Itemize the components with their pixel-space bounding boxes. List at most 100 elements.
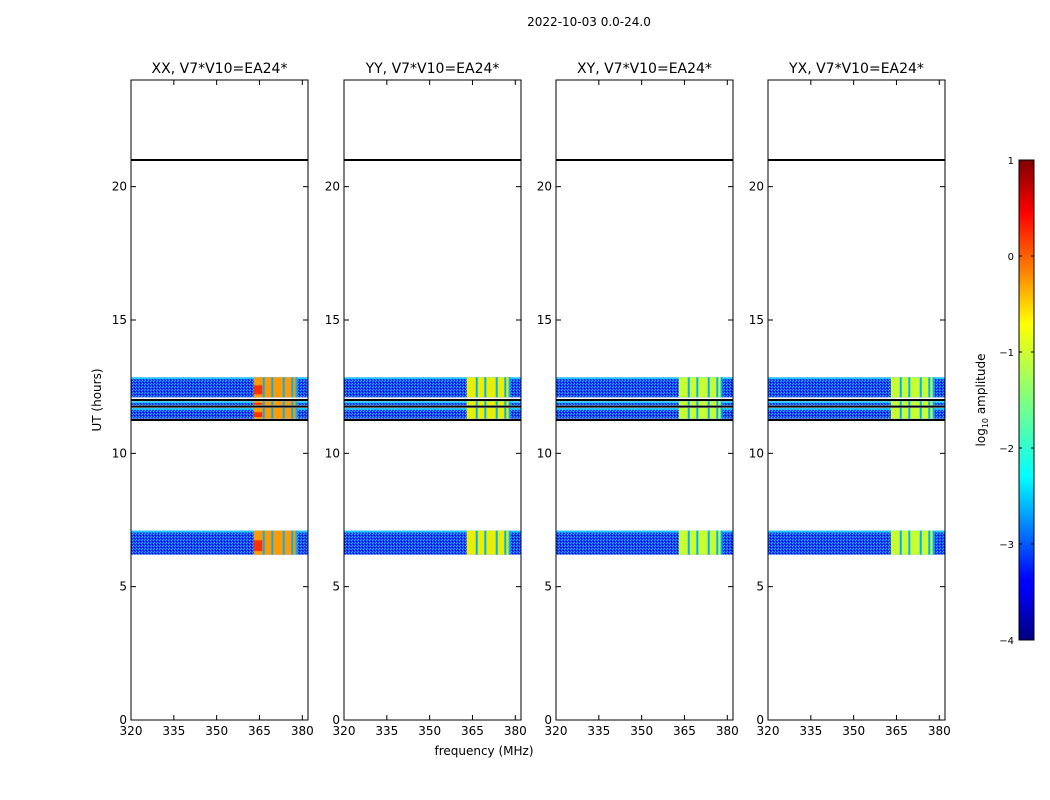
x-tick-label: 350 (630, 724, 653, 738)
band-edge (131, 401, 308, 404)
y-tick-label: 5 (119, 580, 127, 594)
x-tick-label: 320 (333, 724, 356, 738)
band-edge (344, 377, 521, 380)
rfi-hotspot (253, 402, 263, 405)
rfi-region (678, 408, 722, 419)
rfi-region (678, 530, 722, 555)
y-tick-label: 15 (325, 313, 340, 327)
observation-band (768, 408, 945, 419)
y-tick-label: 5 (544, 580, 552, 594)
y-tick-label: 10 (112, 446, 127, 460)
panel-frame (343, 79, 522, 721)
rfi-channel-line (484, 377, 487, 398)
rfi-channel-line (696, 401, 699, 406)
y-tick-label: 20 (537, 180, 552, 194)
rfi-channel-line (271, 408, 274, 419)
y-tick-label: 10 (537, 446, 552, 460)
observation-band (344, 408, 521, 419)
y-tick-label: 10 (749, 446, 764, 460)
x-tick-label: 350 (205, 724, 228, 738)
panel-title: XY, V7*V10=EA24* (577, 61, 712, 77)
x-tick-label: 365 (885, 724, 908, 738)
rfi-channel-line (495, 530, 498, 555)
rfi-channel-line (291, 408, 294, 419)
rfi-channel-line (271, 530, 274, 555)
colorbar-tick-label: −2 (999, 444, 1014, 455)
rfi-channel-line (495, 401, 498, 406)
rfi-channel-line (262, 377, 265, 398)
rfi-region (466, 408, 510, 419)
x-tick-label: 365 (673, 724, 696, 738)
y-tick-label: 5 (332, 580, 340, 594)
x-tick-label: 335 (587, 724, 610, 738)
colorbar-label: log10 amplitude (974, 354, 990, 447)
y-tick-label: 20 (749, 180, 764, 194)
rfi-channel-line (295, 408, 298, 419)
rfi-channel-line (928, 377, 931, 398)
panel-1: YY, V7*V10=EA24* 0 5 10 15 20 320 335 350 365 380 (325, 61, 527, 738)
rfi-channel-line (928, 530, 931, 555)
rfi-channel-line (687, 377, 690, 398)
y-tick-label: 0 (332, 713, 340, 727)
rfi-channel-line (707, 401, 710, 406)
rfi-channel-line (262, 530, 265, 555)
rfi-channel-line (262, 408, 265, 419)
rfi-channel-line (508, 377, 511, 398)
x-axis-label: frequency (MHz) (434, 744, 533, 758)
x-tick-label: 350 (418, 724, 441, 738)
panel-title: YX, V7*V10=EA24* (788, 61, 924, 77)
rfi-channel-line (908, 401, 911, 406)
band-edge (556, 530, 733, 533)
rfi-region (253, 401, 297, 406)
rfi-channel-line (932, 401, 935, 406)
x-tick-label: 335 (162, 724, 185, 738)
colorbar-tick-label: 1 (1008, 156, 1014, 167)
rfi-channel-line (696, 377, 699, 398)
colorbar-tick-label: 0 (1008, 252, 1014, 263)
panel-frame (767, 79, 946, 721)
colorbar-gradient (1018, 159, 1035, 641)
band-edge (344, 401, 521, 404)
rfi-hotspot (253, 412, 263, 418)
rfi-channel-line (508, 530, 511, 555)
panel-title: XX, V7*V10=EA24* (152, 61, 288, 77)
rfi-channel-line (291, 401, 294, 406)
rfi-channel-line (716, 401, 719, 406)
band-edge (556, 408, 733, 410)
x-tick-label: 350 (842, 724, 865, 738)
x-tick-label: 380 (716, 724, 739, 738)
x-tick-label: 365 (248, 724, 271, 738)
x-tick-label: 365 (461, 724, 484, 738)
rfi-channel-line (908, 377, 911, 398)
rfi-channel-line (484, 530, 487, 555)
rfi-channel-line (495, 377, 498, 398)
rfi-channel-line (504, 408, 507, 419)
panel-3: YX, V7*V10=EA24* 0 5 10 15 20 320 335 350 365 380 (749, 61, 951, 738)
y-tick-label: 10 (325, 446, 340, 460)
panels: XX, V7*V10=EA24* 0 5 10 15 20 320 335 350 365 380 Y… (112, 61, 951, 738)
rfi-region (890, 408, 934, 419)
rfi-channel-line (707, 530, 710, 555)
rfi-channel-line (716, 530, 719, 555)
rfi-region (678, 401, 722, 406)
rfi-channel-line (899, 408, 902, 419)
rfi-channel-line (932, 408, 935, 419)
rfi-channel-line (928, 408, 931, 419)
y-tick-label: 20 (112, 180, 127, 194)
rfi-channel-line (271, 377, 274, 398)
x-tick-label: 320 (757, 724, 780, 738)
panel-2: XY, V7*V10=EA24* 0 5 10 15 20 320 335 350 365 380 (537, 61, 739, 738)
rfi-channel-line (687, 530, 690, 555)
rfi-channel-line (475, 377, 478, 398)
rfi-channel-line (504, 530, 507, 555)
x-tick-label: 320 (120, 724, 143, 738)
rfi-channel-line (720, 401, 723, 406)
band-edge (768, 530, 945, 533)
rfi-channel-line (707, 377, 710, 398)
rfi-channel-line (508, 401, 511, 406)
panel-frame (130, 79, 309, 721)
band-edge (556, 377, 733, 380)
rfi-channel-line (295, 377, 298, 398)
rfi-channel-line (919, 401, 922, 406)
